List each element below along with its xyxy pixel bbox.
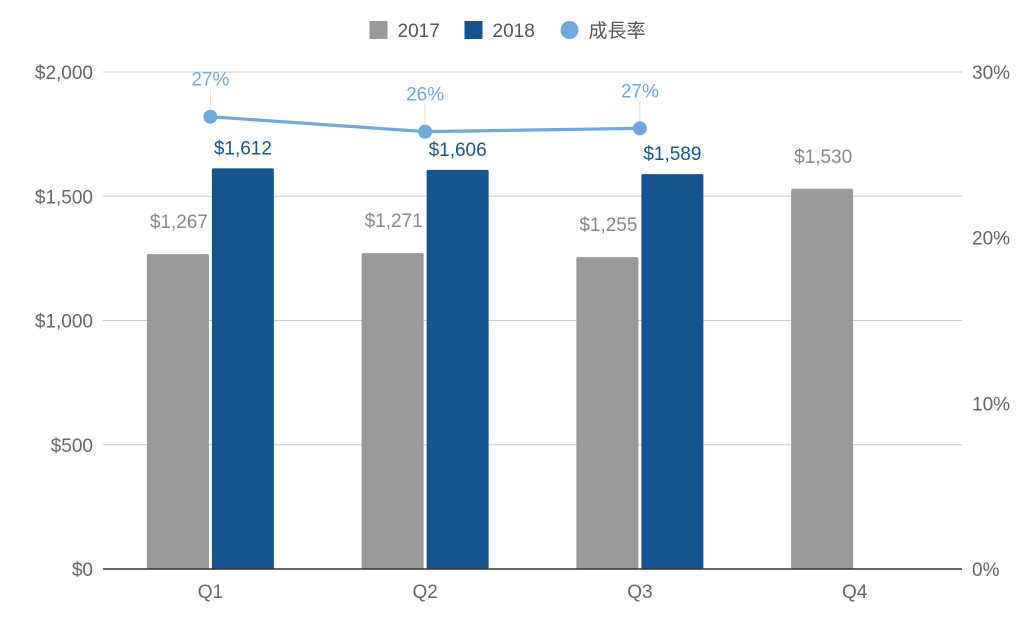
x-tick-label: Q4 [842, 582, 868, 603]
y-left-tick-label: $0 [72, 560, 93, 581]
y-right-tick-label: 30% [972, 63, 1010, 84]
x-tick-label: Q2 [412, 582, 437, 603]
legend-item-2017: 2017 [369, 21, 440, 42]
bar-2017-Q4 [791, 188, 854, 570]
bar-2017-Q2 [361, 253, 424, 569]
growth-point [203, 109, 218, 124]
data-labels: $1,267 $1,271 $1,255 $1,530 $1,612 $1,606 $1,5… [150, 70, 852, 236]
legend-label: 2018 [493, 21, 535, 42]
legend-item-成長率: 成長率 [560, 20, 646, 42]
bar-2017-Q3 [576, 257, 639, 569]
bar-value-label: $1,612 [214, 138, 272, 159]
y-left-tick-label: $1,500 [35, 187, 93, 208]
legend-marker-square [464, 21, 483, 39]
y-right-tick-label: 20% [972, 229, 1010, 250]
bars [146, 168, 854, 570]
bar-2018-Q3 [641, 174, 704, 570]
bar-value-label: $1,606 [429, 140, 487, 161]
y-left-tick-label: $500 [51, 436, 93, 457]
legend-item-2018: 2018 [464, 21, 535, 42]
axes: $0 $500 $1,000 $1,500 $2,000 0% 10% 20% 30% Q1 Q2 Q… [35, 63, 1010, 603]
y-right-tick-label: 10% [972, 394, 1010, 415]
legend-label: 2017 [398, 21, 440, 42]
growth-value-label: 27% [621, 81, 659, 102]
y-left-tick-label: $1,000 [35, 312, 93, 333]
growth-value-label: 26% [406, 85, 444, 106]
y-right-tick-label: 0% [972, 560, 1000, 581]
legend: 2017 2018 成長率 [369, 20, 646, 42]
bar-value-label: $1,255 [579, 215, 637, 236]
x-tick-label: Q1 [198, 582, 223, 603]
y-left-tick-label: $2,000 [35, 63, 93, 84]
bar-2018-Q1 [211, 168, 274, 569]
growth-point [632, 121, 647, 136]
bar-value-label: $1,589 [643, 144, 701, 165]
bar-value-label: $1,271 [365, 211, 423, 232]
bar-2018-Q2 [426, 169, 489, 569]
bar-value-label: $1,530 [794, 147, 852, 168]
legend-marker-square [369, 21, 388, 39]
x-tick-label: Q3 [627, 582, 652, 603]
growth-line [203, 88, 647, 139]
growth-value-label: 27% [191, 70, 229, 91]
bar-value-label: $1,267 [150, 212, 208, 233]
bar-2017-Q1 [146, 254, 209, 569]
growth-point [418, 124, 433, 139]
legend-marker-circle [560, 21, 579, 39]
legend-label: 成長率 [589, 20, 646, 42]
